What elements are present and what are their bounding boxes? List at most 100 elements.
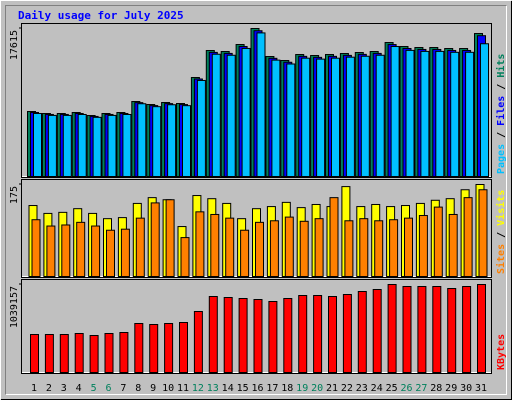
x-tick-label: 30 [460, 383, 472, 394]
x-tick-label: 14 [222, 383, 234, 394]
bar [418, 215, 428, 277]
bar [225, 217, 235, 278]
bar [179, 322, 188, 373]
bar [91, 225, 101, 278]
x-tick-label: 1 [31, 383, 37, 394]
bar [47, 114, 57, 177]
bar [30, 334, 39, 374]
legend: Pages / Files / Hits [495, 54, 507, 174]
bar [134, 323, 144, 373]
bar [374, 220, 384, 278]
bar [122, 113, 132, 177]
bar [450, 51, 460, 177]
legend-entry: Pages [496, 144, 507, 174]
bar [433, 206, 443, 277]
bar [241, 47, 251, 177]
x-tick-label: 11 [177, 383, 189, 394]
bar [447, 288, 457, 374]
bar [33, 112, 42, 178]
x-tick-label: 3 [61, 383, 67, 394]
x-tick-label: 31 [475, 383, 487, 394]
bar [193, 310, 203, 373]
bar [402, 285, 412, 373]
bar [119, 332, 129, 373]
x-tick-label: 4 [76, 383, 82, 394]
bar [137, 103, 147, 177]
bar [313, 294, 323, 373]
bar [76, 221, 86, 277]
bar [226, 54, 236, 177]
bar [286, 63, 296, 177]
legend-entry: Sites [495, 244, 507, 274]
x-tick-label: 21 [326, 383, 338, 394]
x-tick-label: 23 [356, 383, 368, 394]
bar [268, 300, 278, 373]
bar [420, 50, 430, 178]
legend: KBytes [496, 334, 507, 370]
bar [195, 211, 205, 277]
bar [208, 295, 218, 373]
bar [283, 298, 293, 374]
bevel [5, 5, 507, 395]
x-tick-label: 8 [135, 383, 141, 394]
bar [165, 199, 175, 277]
bar [167, 104, 177, 177]
legend-separator: / [496, 126, 507, 144]
x-tick-label: 18 [281, 383, 293, 394]
bar [135, 217, 145, 278]
legend-separator: / [496, 226, 507, 244]
bar [478, 189, 488, 277]
legend-separator: / [496, 78, 507, 96]
bar [344, 220, 354, 278]
bar [301, 57, 311, 178]
x-tick-label: 20 [311, 383, 323, 394]
bar [331, 57, 340, 178]
bar [44, 334, 54, 374]
bar [256, 32, 266, 178]
x-tick-label: 26 [400, 383, 412, 394]
bar [120, 228, 130, 277]
bar [196, 79, 206, 177]
bar [360, 55, 370, 177]
x-tick-label: 17 [266, 383, 278, 394]
bar [255, 221, 264, 277]
bar [405, 49, 415, 177]
bar [462, 285, 472, 373]
x-tick-label: 19 [296, 383, 308, 394]
bar [253, 299, 263, 373]
x-tick-label: 24 [371, 383, 383, 394]
bar [31, 219, 41, 277]
legend-entry: Visits [495, 190, 507, 226]
bar [46, 225, 56, 278]
bar [299, 220, 309, 278]
bar [359, 218, 369, 278]
bar [448, 213, 458, 277]
x-tick-label: 10 [162, 383, 174, 394]
x-tick-label: 16 [251, 383, 263, 394]
bar [298, 294, 308, 373]
bar [404, 217, 413, 278]
bar [271, 59, 281, 177]
bar [150, 202, 160, 277]
bar [240, 229, 250, 277]
bar [372, 289, 382, 373]
bar [238, 298, 248, 374]
bar [465, 51, 475, 177]
bar [480, 43, 489, 178]
bar [387, 284, 397, 373]
x-tick-label: 22 [341, 383, 353, 394]
bar [180, 237, 190, 277]
x-tick-label: 28 [430, 383, 442, 394]
x-tick-label: 2 [46, 383, 52, 394]
bar [74, 332, 84, 374]
legend-entry: Files [495, 96, 507, 126]
bar [92, 116, 102, 177]
bar [104, 332, 114, 374]
bar [284, 216, 294, 277]
bar [107, 114, 117, 177]
bar [210, 213, 220, 277]
x-tick-label: 29 [445, 383, 457, 394]
bar [269, 220, 279, 278]
